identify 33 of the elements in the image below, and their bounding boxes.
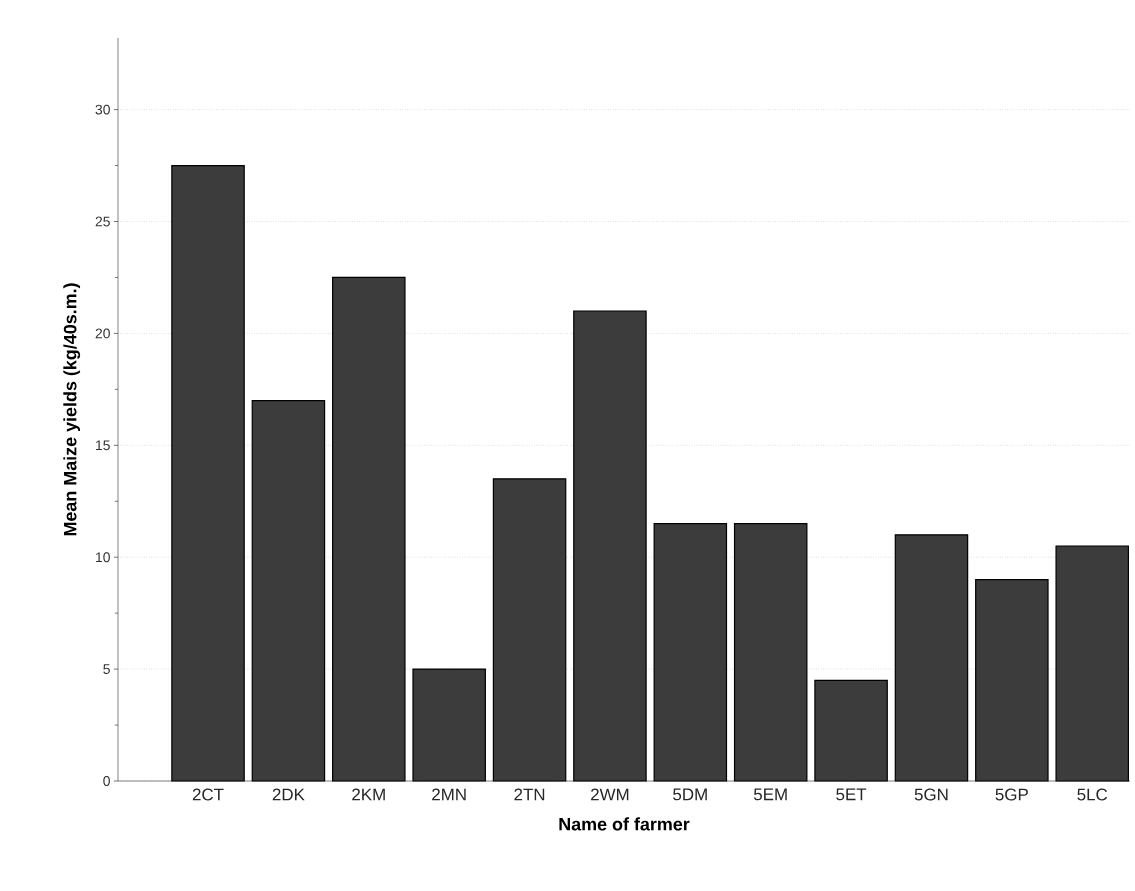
bar (171, 164, 245, 782)
bar (412, 668, 486, 782)
y-tick-label: 30 (95, 104, 110, 115)
x-tick-label: 2CT (192, 788, 224, 801)
x-tick-label: 5ET (836, 788, 867, 801)
y-tick-label: 10 (96, 552, 110, 563)
bar (332, 276, 406, 782)
x-tick-label: 5GP (995, 788, 1028, 801)
bar (894, 534, 969, 782)
y-tick-label: 15 (96, 440, 110, 451)
x-tick-label: 2WM (591, 788, 629, 801)
y-tick-label: 25 (95, 216, 110, 227)
bar (1055, 545, 1129, 782)
x-tick-label: 2KM (352, 788, 385, 801)
x-tick-label: 5LC (1077, 788, 1108, 801)
x-tick-label: 5GN (914, 788, 948, 801)
y-tick-label: 20 (95, 328, 110, 339)
x-tick-label: 5DM (673, 788, 707, 801)
x-axis-title: Name of farmer (559, 817, 690, 831)
bar (492, 478, 567, 782)
y-tick-label: 5 (103, 664, 110, 674)
x-tick-label: 2DK (272, 788, 305, 801)
x-tick-label: 5EM (753, 788, 787, 801)
x-tick-label: 2MN (432, 788, 466, 801)
bar (814, 679, 888, 782)
bar (733, 523, 808, 782)
bar (653, 523, 728, 782)
bar (251, 399, 326, 782)
y-tick-label: 0 (103, 776, 110, 786)
bar (573, 310, 647, 782)
y-axis-title: Mean Maize yields (kg/40s.m.) (63, 283, 81, 536)
bar (975, 578, 1049, 782)
x-tick-label: 2TN (514, 788, 545, 801)
